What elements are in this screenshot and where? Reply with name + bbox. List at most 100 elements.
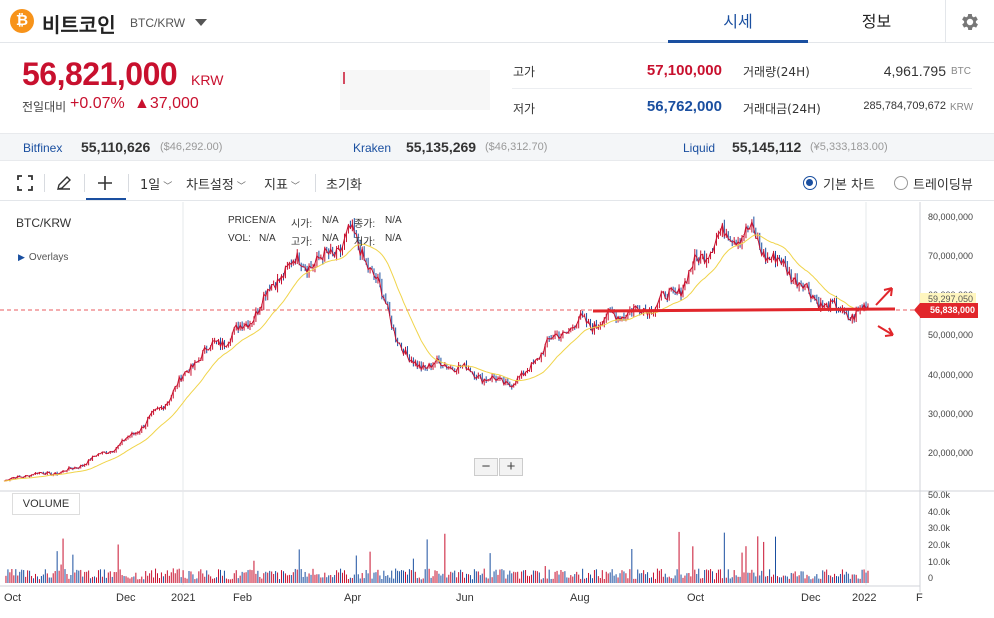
- chart-settings-label: 차트설정: [186, 178, 234, 193]
- volume-label: 거래량(24H): [743, 65, 810, 79]
- current-price: 56,821,000: [22, 56, 178, 92]
- arrow-up-icon: [875, 287, 893, 306]
- exchange-name[interactable]: Kraken: [353, 141, 392, 155]
- pencil-icon[interactable]: [56, 175, 72, 191]
- overlays-toggle[interactable]: ▶ Overlays: [18, 252, 68, 263]
- chevron-down-icon: ﹀: [163, 182, 173, 192]
- triangle-right-icon: ▶: [18, 252, 25, 262]
- volume-axis-tick: 50.0k: [928, 490, 951, 500]
- exchange-price: 55,110,626: [81, 139, 151, 155]
- price-axis-tick: 70,000,000: [928, 251, 974, 261]
- time-axis-tick: Aug: [570, 592, 590, 604]
- current-price-tag: 56,838,000: [914, 303, 978, 318]
- exchange-price: 55,135,269: [406, 139, 477, 155]
- basic-chart-label[interactable]: 기본 차트: [823, 178, 875, 193]
- ohlc-vol-value: N/A: [259, 233, 276, 244]
- ohlc-vol-label: VOL:: [228, 233, 251, 244]
- time-axis-tick: Dec: [116, 592, 136, 604]
- radio-tradingview[interactable]: [894, 176, 908, 190]
- price-axis-tick: 80,000,000: [928, 212, 974, 222]
- exchange-usd: (¥5,333,183.00): [810, 141, 888, 153]
- ohlc-low-label: 저가:: [354, 237, 376, 248]
- zoom-out-button[interactable]: −: [474, 458, 498, 476]
- toolbar-divider: [44, 174, 45, 192]
- change-amount: ▲37,000: [134, 95, 199, 112]
- time-axis-tick: 2021: [171, 592, 196, 604]
- summary-divider: [512, 88, 972, 89]
- time-axis-tick: Feb: [233, 592, 252, 604]
- volume-unit: BTC: [951, 66, 971, 77]
- change-label: 전일대비: [22, 100, 67, 114]
- zoom-in-button[interactable]: +: [499, 458, 523, 476]
- tradingview-label[interactable]: 트레이딩뷰: [913, 178, 973, 193]
- high-label: 고가: [513, 65, 536, 79]
- time-axis-tick: 2022: [852, 592, 877, 604]
- amount-unit: KRW: [950, 102, 974, 113]
- price-chart[interactable]: BTC/KRW ▶ Overlays PRICE: N/A 시가: N/A 종가:…: [0, 202, 994, 618]
- toolbar-divider: [84, 174, 85, 192]
- price-axis-tick: 30,000,000: [928, 409, 974, 419]
- low-label: 저가: [513, 102, 536, 116]
- tab-info[interactable]: 정보: [808, 0, 946, 43]
- price-chart-canvas[interactable]: [0, 202, 994, 618]
- fullscreen-icon[interactable]: [17, 175, 33, 191]
- toolbar-divider: [128, 174, 129, 192]
- amount-value: 285,784,709,672: [863, 100, 946, 112]
- ohlc-high-value: N/A: [322, 233, 339, 244]
- volume-value: 4,961.795: [883, 63, 946, 79]
- coin-name[interactable]: 비트코인: [42, 13, 116, 37]
- gear-icon[interactable]: [959, 11, 981, 33]
- support-trendline: [592, 307, 896, 313]
- low-value: 56,762,000: [646, 98, 722, 115]
- time-axis-tick: Oct: [687, 592, 705, 604]
- ohlc-open-label: 시가:: [291, 219, 313, 230]
- ohlc-open-value: N/A: [322, 215, 339, 226]
- chevron-down-icon: ﹀: [290, 182, 300, 192]
- radio-basic-chart[interactable]: [803, 176, 817, 190]
- moving-average-line: [3, 234, 869, 482]
- indicators-menu[interactable]: 지표 ﹀: [264, 174, 300, 193]
- chart-settings-menu[interactable]: 차트설정 ﹀: [186, 174, 246, 193]
- ohlc-close-value: N/A: [385, 215, 402, 226]
- interval-label: 1일: [140, 178, 161, 193]
- toolbar-divider: [315, 174, 316, 192]
- volume-axis-tick: 40.0k: [928, 507, 951, 517]
- time-axis-tick: Oct: [4, 592, 22, 604]
- volume-axis-tick: 20.0k: [928, 540, 951, 550]
- interval-select[interactable]: 1일 ﹀: [140, 174, 172, 193]
- overlays-label: Overlays: [28, 252, 69, 263]
- chart-toolbar: 1일 ﹀ 차트설정 ﹀ 지표 ﹀ 초기화 기본 차트 트레이딩뷰: [0, 165, 994, 201]
- price-axis-tick: 40,000,000: [928, 370, 974, 380]
- arrow-down-icon: [877, 325, 894, 337]
- reset-button[interactable]: 초기화: [326, 178, 362, 193]
- exchange-usd: ($46,312.70): [485, 141, 548, 153]
- price-unit: KRW: [191, 72, 224, 88]
- price-axis-tick: 20,000,000: [928, 448, 974, 458]
- time-axis-tick: Apr: [344, 592, 362, 604]
- ohlc-low-value: N/A: [385, 233, 402, 244]
- volume-axis-tick: 0: [928, 573, 934, 583]
- change-percent: +0.07%: [70, 95, 125, 112]
- price-axis-tick: 50,000,000: [928, 330, 974, 340]
- ma-value-tag: 59,297,050: [920, 293, 976, 305]
- active-tool-indicator: [86, 198, 126, 200]
- exchange-usd: ($46,292.00): [160, 141, 223, 153]
- exchange-name[interactable]: Liquid: [683, 141, 716, 155]
- crosshair-icon[interactable]: [97, 175, 113, 191]
- exchange-price: 55,145,112: [732, 139, 802, 155]
- amount-label: 거래대금(24H): [743, 102, 821, 116]
- high-value: 57,100,000: [646, 62, 722, 79]
- time-axis-tick: F: [916, 592, 923, 604]
- time-axis-tick: Jun: [456, 592, 474, 604]
- exchange-name[interactable]: Bitfinex: [23, 141, 63, 155]
- indicators-label: 지표: [264, 178, 288, 193]
- mini-price-chart: [340, 70, 490, 110]
- volume-axis-tick: 30.0k: [928, 523, 951, 533]
- time-axis-tick: Dec: [801, 592, 821, 604]
- tab-price[interactable]: 시세: [668, 0, 808, 43]
- volume-axis-tick: 10.0k: [928, 557, 951, 567]
- chevron-down-icon[interactable]: [195, 19, 207, 26]
- coin-pair[interactable]: BTC/KRW: [130, 16, 186, 30]
- ohlc-price-label: PRICE:: [228, 215, 262, 226]
